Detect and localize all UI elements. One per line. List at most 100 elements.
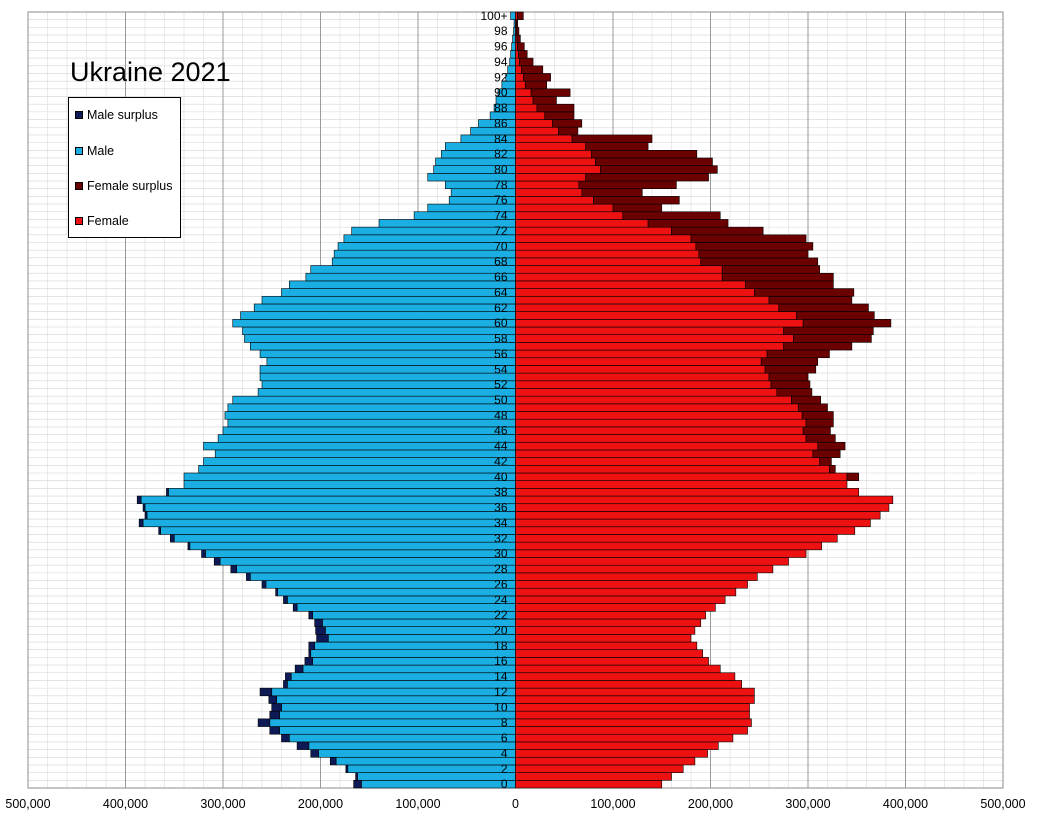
- bar-female-age-23: [515, 603, 716, 612]
- bar-female-age-83: [515, 142, 586, 151]
- bar-female-age-25: [515, 587, 737, 597]
- bar-male-age-7: [279, 726, 516, 735]
- bar-female-surplus-age-80: [600, 165, 718, 174]
- bar-female-age-27: [515, 572, 758, 581]
- bar-male-age-64: [281, 288, 516, 297]
- bar-female-surplus-age-49: [797, 403, 828, 412]
- y-tick-label: 20: [494, 623, 508, 637]
- bar-female-surplus-age-60: [802, 319, 892, 328]
- bar-female-surplus-age-83: [585, 142, 649, 151]
- bar-female-age-56: [515, 349, 768, 359]
- legend-item-female: Female: [75, 213, 129, 229]
- bar-female-age-10: [515, 703, 750, 712]
- bar-female-age-3: [515, 756, 696, 766]
- bar-male-surplus-age-36: [142, 503, 146, 512]
- bar-male-surplus-age-30: [201, 549, 206, 558]
- bar-female-age-47: [515, 418, 807, 428]
- y-tick-label: 96: [494, 40, 508, 54]
- bar-female-age-44: [515, 441, 819, 451]
- bar-female-surplus-age-46: [802, 426, 831, 435]
- bar-male-surplus-age-34: [138, 518, 144, 528]
- legend-label-female-surplus: Female surplus: [87, 179, 173, 193]
- y-tick-label: 100+: [480, 9, 507, 23]
- bar-male-age-29: [219, 557, 516, 566]
- bar-male-age-71: [343, 234, 516, 243]
- bar-female-surplus-age-64: [754, 288, 855, 297]
- bar-female-age-36: [515, 503, 890, 512]
- bar-female-age-86: [515, 119, 553, 128]
- bar-male-age-21: [322, 618, 516, 627]
- bar-female-surplus-age-61: [795, 311, 875, 320]
- bar-female-age-81: [515, 157, 596, 166]
- bar-female-age-59: [515, 326, 784, 335]
- y-tick-label: 0: [501, 777, 508, 791]
- x-tick-label: 500,000: [5, 797, 50, 811]
- bar-female-surplus-age-93: [521, 65, 544, 74]
- bar-male-age-39: [183, 480, 516, 489]
- bar-female-age-90: [515, 88, 532, 97]
- bar-male-age-33: [160, 526, 516, 535]
- bar-female-surplus-age-95: [518, 50, 528, 59]
- y-tick-label: 74: [494, 209, 508, 223]
- bar-female-age-75: [515, 203, 614, 213]
- bar-male-age-22: [312, 610, 516, 620]
- bar-female-age-11: [515, 695, 755, 704]
- bar-female-age-31: [515, 541, 822, 551]
- bar-female-age-55: [515, 357, 762, 366]
- legend-item-male-surplus: Male surplus: [75, 107, 158, 123]
- y-tick-label: 58: [494, 332, 508, 346]
- bar-female-age-93: [515, 65, 522, 74]
- bar-female-surplus-age-52: [770, 380, 811, 389]
- bar-male-age-26: [265, 580, 516, 589]
- bar-male-surplus-age-24: [283, 595, 288, 604]
- bar-female-age-92: [515, 73, 524, 82]
- x-tick-label: 300,000: [785, 797, 830, 811]
- y-tick-label: 84: [494, 132, 508, 146]
- bar-male-surplus-age-21: [314, 618, 323, 627]
- bar-female-age-50: [515, 395, 792, 405]
- bar-male-surplus-age-4: [310, 749, 319, 758]
- bar-male-surplus-age-11: [268, 695, 277, 704]
- bar-male-surplus-age-37: [136, 495, 142, 505]
- bar-male-age-49: [227, 403, 516, 412]
- bar-male-surplus-age-13: [283, 680, 288, 689]
- bar-male-surplus-age-20: [315, 626, 326, 635]
- bar-female-age-57: [515, 342, 784, 351]
- bar-male-age-4: [318, 749, 516, 758]
- bar-male-surplus-age-7: [269, 726, 280, 735]
- bar-female-age-9: [515, 710, 750, 720]
- bar-female-age-17: [515, 649, 703, 658]
- bar-male-age-13: [287, 680, 516, 689]
- bar-male-age-46: [222, 426, 516, 435]
- bar-female-surplus-age-84: [571, 134, 653, 143]
- bar-female-surplus-age-69: [698, 249, 809, 259]
- bar-female-surplus-age-56: [766, 349, 830, 359]
- y-tick-label: 14: [494, 670, 508, 684]
- bar-male-surplus-age-8: [257, 718, 271, 727]
- bar-female-age-15: [515, 664, 721, 674]
- bar-male-surplus-age-35: [144, 511, 148, 520]
- y-tick-label: 34: [494, 516, 508, 530]
- bar-female-surplus-age-77: [581, 188, 643, 197]
- bar-male-age-20: [325, 626, 516, 635]
- bar-male-age-58: [244, 334, 516, 343]
- bar-male-surplus-age-23: [292, 603, 298, 612]
- y-tick-label: 42: [494, 454, 508, 468]
- bar-female-surplus-age-41: [829, 465, 836, 474]
- bar-female-surplus-age-62: [778, 303, 869, 312]
- y-tick-label: 8: [501, 716, 508, 730]
- bar-male-surplus-age-31: [187, 541, 191, 551]
- bar-female-age-76: [515, 196, 594, 205]
- bar-female-surplus-age-66: [721, 272, 834, 282]
- bar-male-age-56: [259, 349, 516, 359]
- bar-female-age-52: [515, 380, 772, 389]
- bar-female-surplus-age-90: [530, 88, 571, 97]
- bar-male-age-25: [277, 587, 516, 597]
- bar-female-age-4: [515, 749, 708, 758]
- bar-male-surplus-age-18: [308, 641, 315, 651]
- y-tick-label: 56: [494, 347, 508, 361]
- bar-female-age-38: [515, 488, 860, 497]
- bar-female-age-48: [515, 411, 803, 420]
- bar-female-age-43: [515, 449, 814, 458]
- x-tick-label: 200,000: [298, 797, 343, 811]
